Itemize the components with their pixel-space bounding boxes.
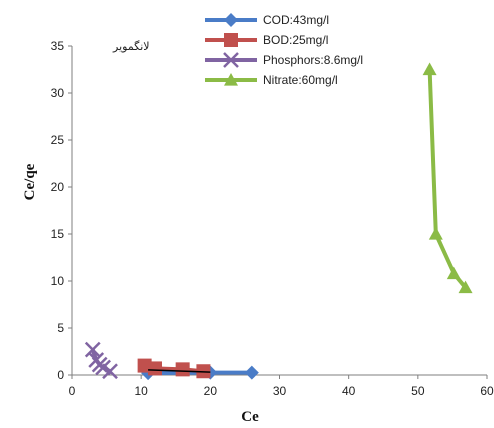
legend-label: Nitrate:60mg/l xyxy=(263,73,338,87)
legend-label: BOD:25mg/l xyxy=(263,33,328,47)
nitrate-point-marker xyxy=(446,266,461,280)
legend-label: Phosphors:8.6mg/l xyxy=(263,53,363,67)
bod-point-marker xyxy=(148,361,162,376)
x-tick-label: 40 xyxy=(342,384,356,398)
y-tick-label: 35 xyxy=(51,39,65,53)
phosphors-point-marker xyxy=(223,52,239,68)
cod-point-marker xyxy=(244,365,259,380)
x-stroke xyxy=(84,341,101,358)
y-tick-label: 20 xyxy=(51,180,65,194)
series-line xyxy=(427,69,468,289)
legend: COD:43mg/l BOD:25mg/l Phosphors:8.6mg/l Nit… xyxy=(205,13,363,87)
x-tick-label: 10 xyxy=(134,384,148,398)
series-phosphors xyxy=(84,341,118,380)
nitrate-point-marker xyxy=(428,227,443,240)
series-nitrate xyxy=(422,62,473,294)
legend-label: COD:43mg/l xyxy=(263,13,329,27)
phosphors-point-marker xyxy=(102,363,118,380)
cod-point-marker xyxy=(224,13,238,27)
x-stroke xyxy=(95,359,112,376)
y-tick-label: 10 xyxy=(51,274,65,288)
phosphors-point-marker xyxy=(84,341,101,358)
y-tick-label: 15 xyxy=(51,227,65,241)
nitrate-point-marker xyxy=(422,62,437,76)
x-stroke xyxy=(223,52,239,68)
nitrate-point-marker xyxy=(458,280,473,294)
y-axis-title: Ce/qe xyxy=(22,163,38,200)
x-tick-label: 20 xyxy=(204,384,218,398)
x-tick-label: 30 xyxy=(273,384,287,398)
legend-item-bod: BOD:25mg/l xyxy=(205,33,328,47)
bod-point-marker xyxy=(175,362,190,377)
chart-annotation: لانگمویر xyxy=(112,40,150,53)
x-tick-label: 50 xyxy=(411,384,425,398)
series-layer xyxy=(84,62,473,381)
legend-item-nitrate: Nitrate:60mg/l xyxy=(205,73,338,87)
axes: 0 5 10 15 20 25 30 35 0 10 20 30 40 50 60 xyxy=(51,39,494,398)
x-tick-label: 0 xyxy=(69,384,76,398)
x-tick-label: 60 xyxy=(480,384,494,398)
y-tick-label: 0 xyxy=(57,368,64,382)
legend-item-cod: COD:43mg/l xyxy=(205,13,329,27)
trendline xyxy=(148,369,211,373)
y-tick-label: 25 xyxy=(51,133,65,147)
y-tick-label: 5 xyxy=(57,321,64,335)
legend-item-phosphors: Phosphors:8.6mg/l xyxy=(205,52,363,68)
bod-point-marker xyxy=(224,33,238,47)
x-stroke xyxy=(102,363,118,380)
x-axis-title: Ce xyxy=(241,409,259,425)
nitrate-point-marker xyxy=(224,73,238,86)
y-tick-label: 30 xyxy=(51,86,65,100)
